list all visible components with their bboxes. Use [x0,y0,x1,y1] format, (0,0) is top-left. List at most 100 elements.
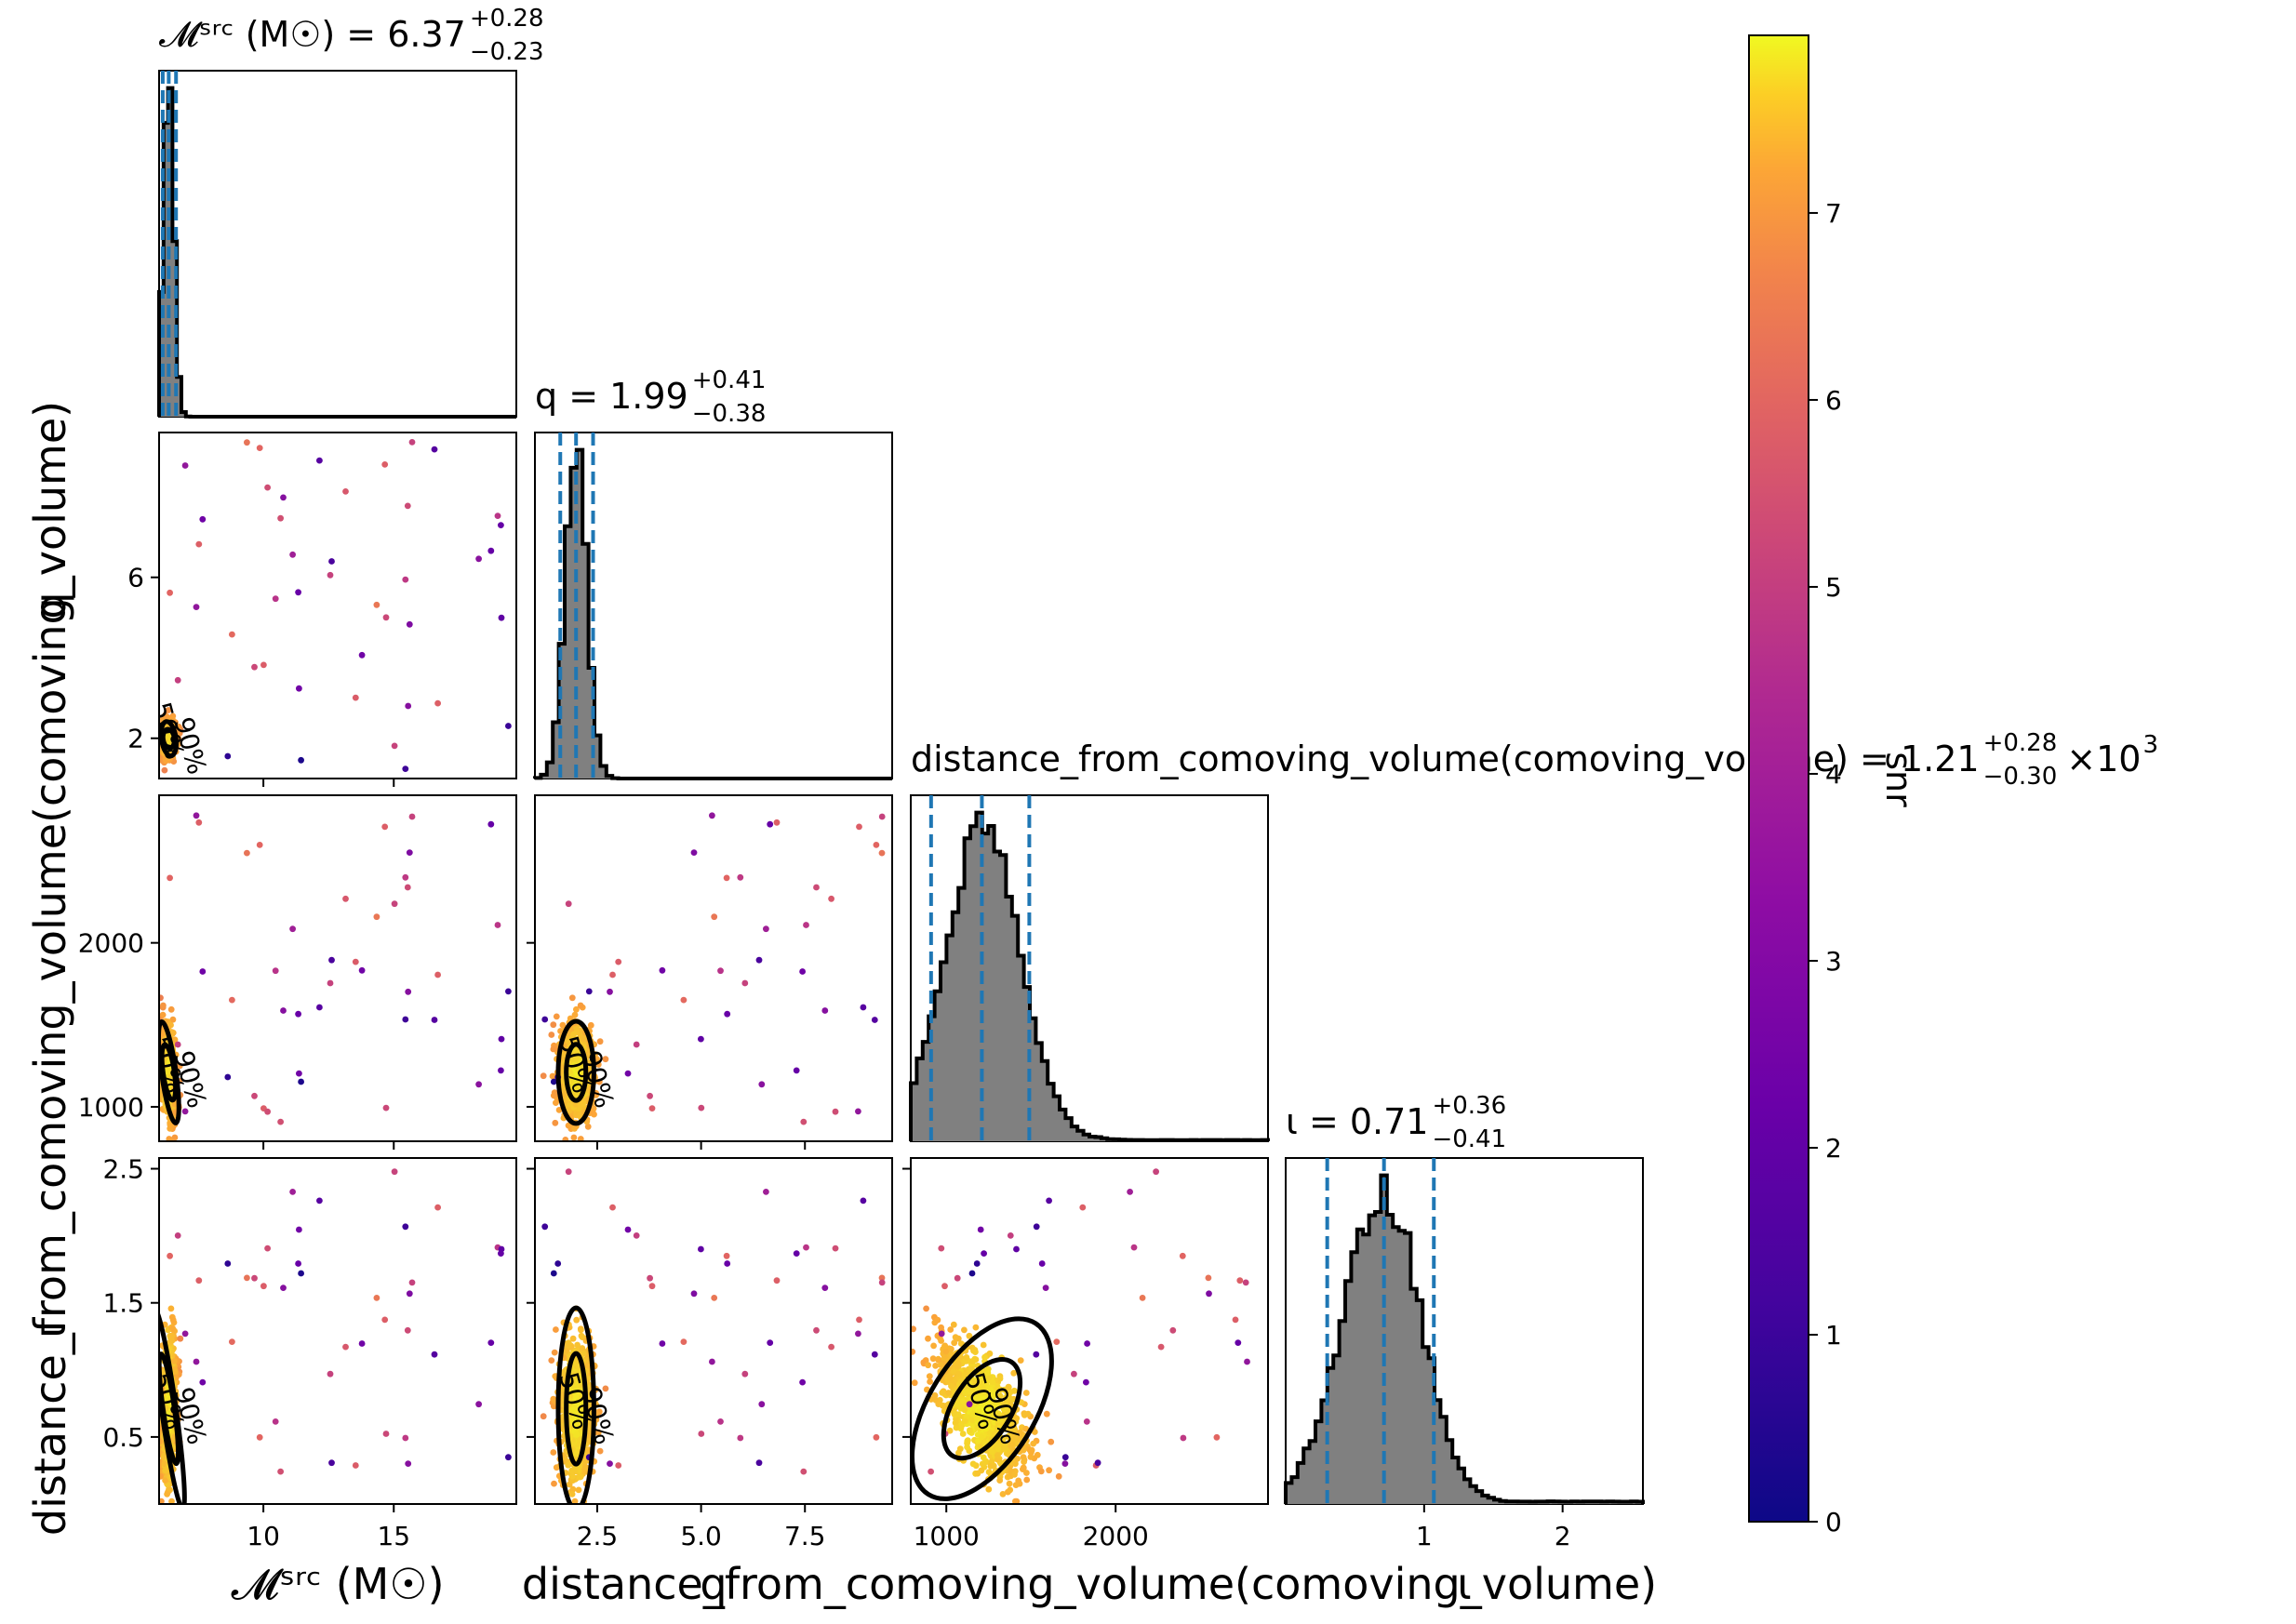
sample-point [758,1081,766,1088]
sample-point [244,1274,250,1282]
sample-point [487,1339,495,1346]
sample-point [568,1467,575,1474]
sample-point [690,1290,698,1298]
sample-point [498,1067,504,1074]
sample-point [327,979,334,987]
sample-point [585,988,593,995]
sample-point [167,1417,174,1424]
sample-point [494,512,501,519]
sample-point [160,1002,167,1009]
sample-point [195,819,203,826]
sample-point [550,1270,557,1277]
sample-point [548,1032,555,1038]
histogram-outline [533,447,892,780]
sample-point [272,595,279,603]
sample-point [289,925,296,933]
sample-point [434,699,441,707]
sample-point [813,1326,820,1334]
sample-point [690,849,698,856]
sample-point [199,1378,207,1386]
sample-point [540,1413,547,1420]
sample-point [555,1107,563,1113]
sample-point [773,1277,781,1285]
sample-point [352,1462,359,1469]
sample-point [724,1010,731,1018]
sample-point [758,1401,766,1408]
sample-point [724,1260,731,1267]
sample-point [381,1316,389,1324]
contour-90pct [159,1019,181,1125]
sample-point [174,1041,181,1048]
sample-point [164,732,171,739]
sample-point [176,1062,183,1070]
sample-point [167,1137,174,1141]
sample-point [295,589,301,596]
sample-point [168,1332,176,1339]
sample-point [609,1204,616,1211]
panel-frame [534,794,893,1142]
sample-point [296,685,302,692]
histogram-outline [157,86,516,419]
sample-point [615,1462,622,1469]
sample-point [224,1260,232,1267]
sample-point [162,1467,169,1474]
sample-point [405,988,412,995]
sample-point [260,661,267,669]
sample-point [352,958,359,965]
contour-90pct [555,1018,596,1126]
contour-50pct [564,1042,589,1103]
sample-point [498,1035,505,1043]
sample-point [577,1136,584,1141]
sample-point [550,1021,557,1029]
sample-point [408,1279,416,1286]
sample-point [298,1270,304,1277]
histogram-distance [909,794,1270,1142]
sample-point [574,1341,581,1349]
sample-point [832,1108,839,1115]
sample-point [229,631,235,638]
sample-point [391,742,398,750]
sample-point [167,1121,174,1128]
sample-point [591,1111,597,1118]
panel-frame [158,794,517,1142]
sample-point [648,1283,656,1290]
sample-point [1022,1390,1030,1396]
sample-point [195,540,203,548]
sample-point [165,707,172,713]
sample-point [633,1041,640,1048]
sample-point [607,988,613,995]
sample-point [316,457,323,464]
sample-point [596,1447,604,1455]
sample-point [821,1285,829,1291]
sample-point [717,1418,724,1425]
sample-point [596,1038,604,1045]
sample-point [159,994,164,1002]
histogram-fill [1286,1175,1643,1504]
sample-point [405,702,412,710]
sample-point [498,614,505,621]
sample-point [164,713,171,721]
sample-point [565,1342,572,1349]
sample-point [352,694,359,701]
sample-point [161,766,168,774]
sample-point [342,488,349,495]
sample-point [382,1431,390,1437]
sample-point [570,1061,578,1069]
sample-point [763,1189,769,1195]
sample-point [799,1378,806,1386]
sample-point [251,663,258,671]
sample-point [296,1226,302,1233]
sample-point [568,1073,575,1080]
sample-point [358,966,366,974]
sample-point [342,895,349,902]
sample-point [316,1197,323,1205]
sample-point [832,1245,839,1252]
sample-point [289,1189,296,1195]
sample-point [871,1017,878,1023]
sample-point [264,1245,271,1252]
sample-point [181,462,189,469]
sample-point [404,1326,411,1334]
sample-point [164,1491,171,1498]
sample-point [244,439,250,446]
sample-point [169,1016,177,1023]
